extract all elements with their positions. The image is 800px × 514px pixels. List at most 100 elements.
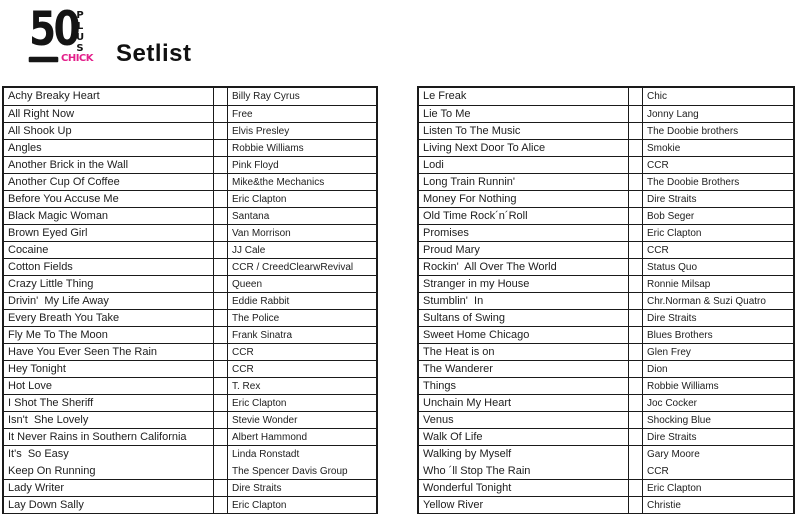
artist-cell: Frank Sinatra bbox=[228, 327, 376, 343]
song-cell: Drivin' My Life Away bbox=[4, 293, 214, 309]
song-cell: Angles bbox=[4, 140, 214, 156]
song-cell: Stumblin' In bbox=[419, 293, 629, 309]
spacer-cell bbox=[214, 344, 228, 360]
spacer-cell bbox=[214, 259, 228, 275]
table-row: It Never Rains in Southern California Alb… bbox=[4, 428, 376, 445]
song-title: Black Magic Woman bbox=[8, 210, 109, 222]
artist-cell: Dion bbox=[643, 361, 793, 377]
artist-cell: Ronnie Milsap bbox=[643, 276, 793, 292]
artist-name: Dire Straits bbox=[232, 483, 282, 494]
spacer-cell bbox=[214, 191, 228, 207]
spacer-cell bbox=[629, 208, 643, 224]
spacer-cell bbox=[629, 429, 643, 445]
artist-cell: Linda Ronstadt The Spencer Davis Group bbox=[228, 446, 376, 479]
song-title: Cotton Fields bbox=[8, 261, 73, 273]
table-row: Lay Down Sally Eric Clapton bbox=[4, 496, 376, 513]
song-cell: Things bbox=[419, 378, 629, 394]
artist-name: Stevie Wonder bbox=[232, 415, 298, 426]
song-title: Achy Breaky Heart bbox=[8, 90, 100, 102]
artist-name: Free bbox=[232, 109, 253, 120]
song-cell: Walk Of Life bbox=[419, 429, 629, 445]
artist-cell: Jonny Lang bbox=[643, 106, 793, 122]
spacer-cell bbox=[629, 480, 643, 496]
spacer-cell bbox=[214, 497, 228, 513]
table-row: Lodi CCR bbox=[419, 156, 793, 173]
song-cell: The Heat is on bbox=[419, 344, 629, 360]
artist-name: Chic bbox=[647, 91, 668, 102]
song-title: Wonderful Tonight bbox=[423, 482, 512, 494]
artist-name: CCR bbox=[232, 347, 254, 358]
spacer-cell bbox=[629, 225, 643, 241]
song-cell: Proud Mary bbox=[419, 242, 629, 258]
artist-cell: CCR / CreedClearwRevival bbox=[228, 259, 376, 275]
artist-name: Albert Hammond bbox=[232, 432, 308, 443]
artist-name: Christie bbox=[647, 500, 681, 511]
song-cell: Unchain My Heart bbox=[419, 395, 629, 411]
song-cell: Fly Me To The Moon bbox=[4, 327, 214, 343]
spacer-cell bbox=[214, 429, 228, 445]
artist-cell: Chic bbox=[643, 88, 793, 105]
artist-cell: Santana bbox=[228, 208, 376, 224]
artist-name: Mike&the Mechanics bbox=[232, 177, 325, 188]
song-cell: Yellow River bbox=[419, 497, 629, 513]
artist-name: The Doobie Brothers bbox=[647, 177, 740, 188]
spacer-cell bbox=[214, 106, 228, 122]
artist-cell: Shocking Blue bbox=[643, 412, 793, 428]
song-title: Sweet Home Chicago bbox=[423, 329, 530, 341]
artist-name: Blues Brothers bbox=[647, 330, 713, 341]
spacer-cell bbox=[629, 497, 643, 513]
artist-cell: Eric Clapton bbox=[228, 497, 376, 513]
song-title: Have You Ever Seen The Rain bbox=[8, 346, 158, 358]
artist-cell: CCR bbox=[643, 157, 793, 173]
song-cell: Living Next Door To Alice bbox=[419, 140, 629, 156]
song-cell: Brown Eyed Girl bbox=[4, 225, 214, 241]
artist-cell: Pink Floyd bbox=[228, 157, 376, 173]
table-row: Angles Robbie Williams bbox=[4, 139, 376, 156]
song-cell: Before You Accuse Me bbox=[4, 191, 214, 207]
artist-cell: Elvis Presley bbox=[228, 123, 376, 139]
artist-cell: JJ Cale bbox=[228, 242, 376, 258]
song-title: Old Time Rock´n´Roll bbox=[423, 210, 528, 222]
spacer-cell bbox=[214, 242, 228, 258]
table-row: Cotton Fields CCR / CreedClearwRevival bbox=[4, 258, 376, 275]
song-title: All Shook Up bbox=[8, 125, 72, 137]
artist-cell: Eric Clapton bbox=[643, 480, 793, 496]
song-title: Le Freak bbox=[423, 90, 467, 102]
song-cell: Crazy Little Thing bbox=[4, 276, 214, 292]
song-title: I Shot The Sheriff bbox=[8, 397, 94, 409]
spacer-cell bbox=[629, 259, 643, 275]
artist-cell: The Doobie brothers bbox=[643, 123, 793, 139]
table-row: Drivin' My Life Away Eddie Rabbit bbox=[4, 292, 376, 309]
artist-name: Chr.Norman & Suzi Quatro bbox=[647, 296, 766, 307]
logo-smallprint bbox=[29, 56, 58, 62]
song-title: Promises bbox=[423, 227, 469, 239]
spacer-cell bbox=[214, 157, 228, 173]
song-title: Crazy Little Thing bbox=[8, 278, 94, 290]
song-title: It's So Easy bbox=[8, 448, 69, 460]
spacer-cell bbox=[629, 344, 643, 360]
artist-cell: The Police bbox=[228, 310, 376, 326]
song-cell: Every Breath You Take bbox=[4, 310, 214, 326]
song-cell: Walking by Myself Who ´ll Stop The Rain bbox=[419, 446, 629, 479]
song-cell: The Wanderer bbox=[419, 361, 629, 377]
spacer-cell bbox=[629, 378, 643, 394]
song-cell: Isn't She Lovely bbox=[4, 412, 214, 428]
song-cell: Listen To The Music bbox=[419, 123, 629, 139]
song-title: Fly Me To The Moon bbox=[8, 329, 108, 341]
spacer-cell bbox=[629, 174, 643, 190]
song-cell: Long Train Runnin' bbox=[419, 174, 629, 190]
song-cell: Have You Ever Seen The Rain bbox=[4, 344, 214, 360]
table-row: Old Time Rock´n´Roll Bob Seger bbox=[419, 207, 793, 224]
artist-cell: Eric Clapton bbox=[228, 191, 376, 207]
artist-cell: Chr.Norman & Suzi Quatro bbox=[643, 293, 793, 309]
artist-name: CCR bbox=[647, 466, 669, 477]
artist-name: Queen bbox=[232, 279, 263, 290]
song-cell: Achy Breaky Heart bbox=[4, 88, 214, 105]
artist-name: The Spencer Davis Group bbox=[232, 466, 348, 477]
artist-cell: Dire Straits bbox=[643, 429, 793, 445]
song-title: Stranger in my House bbox=[423, 278, 530, 290]
spacer-cell bbox=[629, 361, 643, 377]
table-row: Brown Eyed Girl Van Morrison bbox=[4, 224, 376, 241]
table-row: Achy Breaky Heart Billy Ray Cyrus bbox=[4, 88, 376, 105]
